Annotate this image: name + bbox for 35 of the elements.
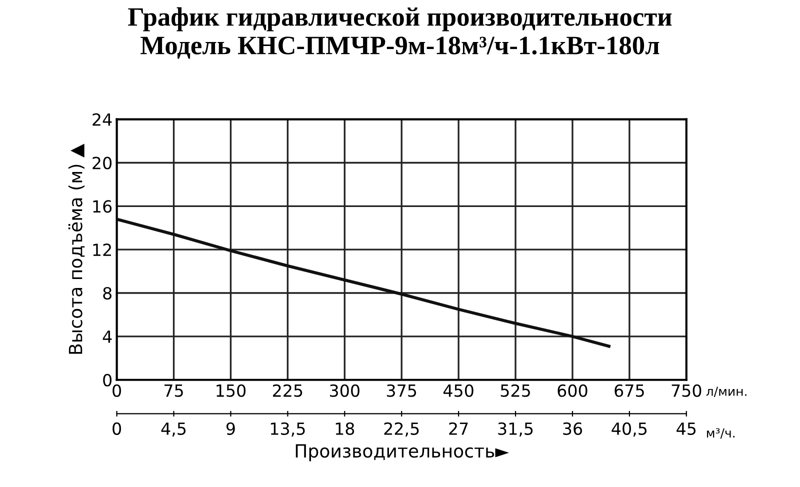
- x-tick-label: 150: [216, 384, 246, 397]
- x-tick-label: 675: [614, 384, 644, 397]
- x2-tick-label: 45: [676, 422, 696, 435]
- x2-tick-label: 22,5: [384, 422, 419, 437]
- x2-tick-label: 31,5: [498, 422, 533, 437]
- y-tick-label: 8: [103, 286, 112, 300]
- y-tick-label: 4: [102, 330, 112, 343]
- text: м³/ч.: [706, 428, 735, 439]
- text: л/мин.: [706, 386, 746, 397]
- x-tick-label: 525: [500, 384, 530, 397]
- x2-tick-label: 40,5: [612, 422, 647, 437]
- y-tick-label: 12: [93, 244, 111, 256]
- x2-tick-label: 4,5: [161, 422, 186, 437]
- x-tick-label: 225: [272, 384, 302, 397]
- x2-tick-label: 13,5: [270, 422, 305, 437]
- x2-tick-label: 27: [449, 422, 468, 435]
- y-tick-label: 16: [93, 200, 112, 213]
- y-tick-label: 20: [92, 156, 112, 170]
- x-tick-label: 75: [164, 384, 183, 397]
- line-series: [116, 218, 610, 348]
- y-axis-title: Высота подъёма (м) ▲: [68, 144, 85, 354]
- x-tick-label: 375: [386, 384, 416, 397]
- x-tick-label: 750: [672, 384, 702, 397]
- y-tick-label: 0: [103, 374, 112, 386]
- x2-tick-label: 18: [336, 422, 354, 435]
- chart-title: График гидравлической производительности Модель КНС-ПМЧР-9м-18м³/ч-1.1кВт-180л: [128, 7, 672, 59]
- x-tick-label: 300: [330, 384, 360, 397]
- x-tick-label: 0: [112, 384, 121, 397]
- y-tick-label: 24: [92, 113, 112, 126]
- x-tick-label: 600: [558, 384, 588, 397]
- x-axis-title: Производительность►: [296, 444, 510, 462]
- x-tick-label: 450: [443, 384, 474, 397]
- x2-tick-label: 0: [112, 422, 121, 435]
- x2-tick-label: 36: [563, 422, 582, 435]
- x2-tick-label: 9: [226, 422, 235, 435]
